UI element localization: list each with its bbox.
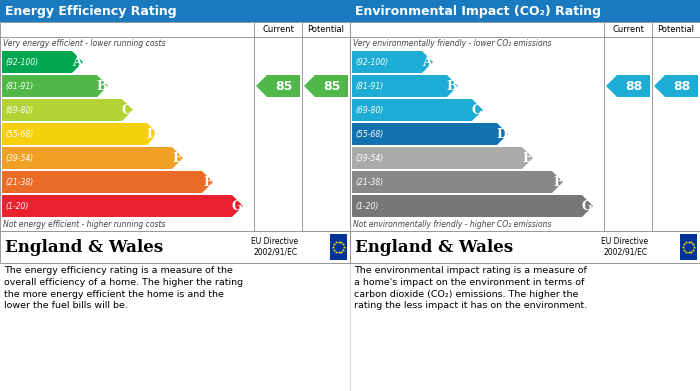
- Text: (21-38): (21-38): [355, 178, 384, 187]
- Polygon shape: [202, 171, 213, 193]
- Bar: [2, 75, 97, 97]
- Text: C: C: [122, 104, 132, 117]
- Polygon shape: [552, 171, 563, 193]
- Bar: [350, 22, 700, 231]
- Text: (92-100): (92-100): [5, 57, 38, 66]
- Text: (69-80): (69-80): [5, 106, 34, 115]
- Bar: [2, 147, 172, 169]
- Bar: [330, 234, 347, 260]
- Polygon shape: [122, 99, 133, 121]
- Polygon shape: [522, 147, 533, 169]
- Text: D: D: [146, 127, 157, 140]
- Text: (55-68): (55-68): [355, 129, 384, 138]
- Text: EU Directive
2002/91/EC: EU Directive 2002/91/EC: [251, 237, 298, 257]
- Text: (55-68): (55-68): [5, 129, 34, 138]
- Bar: [352, 75, 447, 97]
- Text: Current: Current: [262, 25, 294, 34]
- Polygon shape: [447, 75, 458, 97]
- Text: (69-80): (69-80): [355, 106, 384, 115]
- Bar: [352, 99, 472, 121]
- Polygon shape: [422, 51, 433, 73]
- Bar: [352, 51, 422, 73]
- Bar: [350, 231, 700, 263]
- Bar: [350, 0, 700, 22]
- Bar: [2, 51, 72, 73]
- Bar: [680, 234, 697, 260]
- Polygon shape: [497, 123, 508, 145]
- Text: 85: 85: [323, 79, 340, 93]
- Text: Very energy efficient - lower running costs: Very energy efficient - lower running co…: [3, 39, 165, 48]
- Text: B: B: [97, 79, 107, 93]
- Text: (39-54): (39-54): [5, 154, 34, 163]
- Polygon shape: [172, 147, 183, 169]
- Text: Environmental Impact (CO₂) Rating: Environmental Impact (CO₂) Rating: [355, 5, 601, 18]
- Bar: [2, 123, 147, 145]
- Bar: [350, 231, 700, 263]
- Text: (92-100): (92-100): [355, 57, 388, 66]
- Text: G: G: [582, 199, 592, 212]
- Polygon shape: [97, 75, 108, 97]
- Text: EU Directive
2002/91/EC: EU Directive 2002/91/EC: [601, 237, 648, 257]
- Bar: [0, 231, 350, 263]
- Text: Current: Current: [612, 25, 644, 34]
- Bar: [0, 0, 350, 22]
- Bar: [350, 22, 700, 231]
- Text: Very environmentally friendly - lower CO₂ emissions: Very environmentally friendly - lower CO…: [353, 39, 552, 48]
- Polygon shape: [654, 75, 698, 97]
- Polygon shape: [472, 99, 483, 121]
- Text: C: C: [472, 104, 482, 117]
- Polygon shape: [147, 123, 158, 145]
- Text: E: E: [172, 151, 182, 165]
- Text: 88: 88: [673, 79, 690, 93]
- Text: F: F: [553, 176, 562, 188]
- Text: England & Wales: England & Wales: [5, 239, 163, 255]
- Text: A: A: [422, 56, 432, 68]
- Text: F: F: [203, 176, 212, 188]
- Bar: [0, 22, 350, 231]
- Text: 85: 85: [275, 79, 292, 93]
- Text: 88: 88: [625, 79, 642, 93]
- Text: The environmental impact rating is a measure of
a home's impact on the environme: The environmental impact rating is a mea…: [354, 266, 587, 310]
- Text: D: D: [496, 127, 507, 140]
- Bar: [352, 171, 552, 193]
- Bar: [352, 195, 582, 217]
- Polygon shape: [232, 195, 243, 217]
- Text: Energy Efficiency Rating: Energy Efficiency Rating: [5, 5, 176, 18]
- Text: A: A: [72, 56, 82, 68]
- Polygon shape: [304, 75, 348, 97]
- Polygon shape: [256, 75, 300, 97]
- Bar: [352, 147, 522, 169]
- Bar: [0, 22, 350, 231]
- Text: Not environmentally friendly - higher CO₂ emissions: Not environmentally friendly - higher CO…: [353, 220, 552, 229]
- Text: Potential: Potential: [307, 25, 344, 34]
- Text: The energy efficiency rating is a measure of the
overall efficiency of a home. T: The energy efficiency rating is a measur…: [4, 266, 243, 310]
- Text: (39-54): (39-54): [355, 154, 384, 163]
- Bar: [0, 231, 350, 263]
- Text: (81-91): (81-91): [355, 81, 384, 90]
- Text: England & Wales: England & Wales: [355, 239, 513, 255]
- Text: (81-91): (81-91): [5, 81, 34, 90]
- Text: B: B: [447, 79, 457, 93]
- Bar: [2, 171, 202, 193]
- Text: G: G: [232, 199, 242, 212]
- Bar: [2, 195, 232, 217]
- Text: Potential: Potential: [657, 25, 694, 34]
- Polygon shape: [582, 195, 593, 217]
- Text: Not energy efficient - higher running costs: Not energy efficient - higher running co…: [3, 220, 165, 229]
- Text: E: E: [522, 151, 532, 165]
- Polygon shape: [72, 51, 83, 73]
- Text: (1-20): (1-20): [5, 201, 29, 210]
- Text: (1-20): (1-20): [355, 201, 379, 210]
- Bar: [352, 123, 497, 145]
- Polygon shape: [606, 75, 650, 97]
- Text: (21-38): (21-38): [5, 178, 34, 187]
- Bar: [2, 99, 122, 121]
